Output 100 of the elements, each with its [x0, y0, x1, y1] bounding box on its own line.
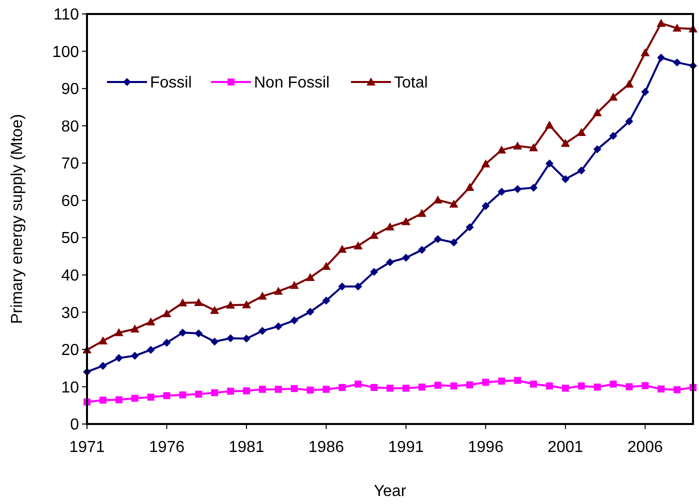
- point: [465, 182, 474, 191]
- point: [322, 262, 331, 270]
- y-tick-label: 100: [52, 44, 80, 61]
- point: [338, 384, 346, 391]
- point: [529, 143, 538, 152]
- point: [514, 185, 522, 194]
- point: [624, 80, 634, 88]
- point: [401, 217, 410, 226]
- point: [466, 381, 474, 388]
- y-tick-label: 10: [61, 379, 80, 396]
- point: [498, 378, 506, 385]
- point: [386, 384, 394, 392]
- point: [594, 384, 601, 391]
- point: [402, 254, 410, 262]
- point: [642, 382, 649, 390]
- point: [99, 396, 106, 404]
- y-axis-title: Primary energy supply (Mtoe): [9, 114, 26, 324]
- point: [227, 388, 234, 395]
- point: [98, 362, 107, 370]
- point: [258, 326, 266, 335]
- point: [545, 159, 554, 168]
- point: [592, 108, 602, 116]
- x-tick-label: 1996: [468, 439, 504, 456]
- point: [530, 184, 538, 192]
- point: [450, 382, 458, 390]
- point: [162, 338, 171, 347]
- y-tick-label: 20: [61, 342, 80, 360]
- y-tick-label: 0: [70, 416, 80, 434]
- y-tick-label: 30: [61, 304, 80, 322]
- point: [609, 132, 618, 140]
- point: [178, 298, 188, 306]
- point: [130, 324, 140, 332]
- point: [211, 389, 218, 396]
- y-tick-label: 90: [61, 81, 80, 98]
- point: [194, 298, 204, 306]
- y-tick-label: 40: [61, 268, 80, 285]
- point: [656, 18, 666, 27]
- point: [98, 336, 108, 344]
- point: [274, 286, 283, 295]
- point: [210, 338, 219, 346]
- point: [674, 386, 681, 394]
- x-tick-label: 1981: [228, 439, 264, 456]
- point: [434, 235, 442, 244]
- point: [577, 166, 586, 175]
- point: [226, 334, 235, 342]
- point: [130, 352, 139, 360]
- point: [258, 292, 267, 300]
- point: [433, 195, 442, 204]
- point: [386, 258, 394, 266]
- point: [114, 328, 124, 336]
- point: [417, 208, 426, 217]
- point: [226, 300, 236, 309]
- point: [306, 386, 314, 394]
- point: [497, 146, 506, 154]
- point: [482, 202, 490, 210]
- x-tick-label: 2006: [627, 439, 664, 456]
- y-tick-label: 60: [61, 192, 80, 210]
- point: [162, 309, 172, 318]
- point: [370, 268, 378, 276]
- point: [306, 273, 315, 282]
- point: [194, 329, 203, 338]
- point: [562, 384, 569, 392]
- point: [322, 296, 330, 305]
- point: [274, 322, 282, 330]
- point: [274, 386, 282, 393]
- point: [450, 238, 458, 246]
- point: [498, 188, 506, 196]
- point: [195, 390, 202, 398]
- legend-label: Fossil: [150, 74, 192, 92]
- point: [578, 382, 585, 390]
- point: [306, 308, 314, 316]
- point: [658, 385, 665, 392]
- point: [338, 282, 346, 290]
- point: [610, 380, 617, 388]
- point: [147, 394, 154, 401]
- point: [640, 48, 650, 56]
- point: [593, 145, 602, 154]
- point: [672, 24, 682, 32]
- point: [258, 386, 266, 393]
- point: [290, 316, 298, 324]
- point: [131, 394, 138, 402]
- point: [626, 383, 633, 390]
- point: [163, 392, 170, 400]
- point: [641, 88, 650, 96]
- point: [673, 58, 682, 66]
- x-tick-label: 1976: [148, 439, 185, 456]
- point: [146, 346, 155, 354]
- point: [242, 300, 251, 308]
- point: [513, 141, 522, 150]
- point: [560, 138, 570, 147]
- point: [418, 384, 426, 391]
- point: [402, 384, 410, 392]
- x-tick-label: 1971: [69, 439, 105, 456]
- point: [546, 382, 553, 390]
- point: [386, 222, 394, 230]
- point: [114, 354, 123, 362]
- x-tick-label: 2001: [548, 439, 584, 456]
- x-tick-label: 1986: [308, 439, 344, 456]
- legend-label: Non Fossil: [254, 74, 330, 92]
- point: [514, 376, 522, 384]
